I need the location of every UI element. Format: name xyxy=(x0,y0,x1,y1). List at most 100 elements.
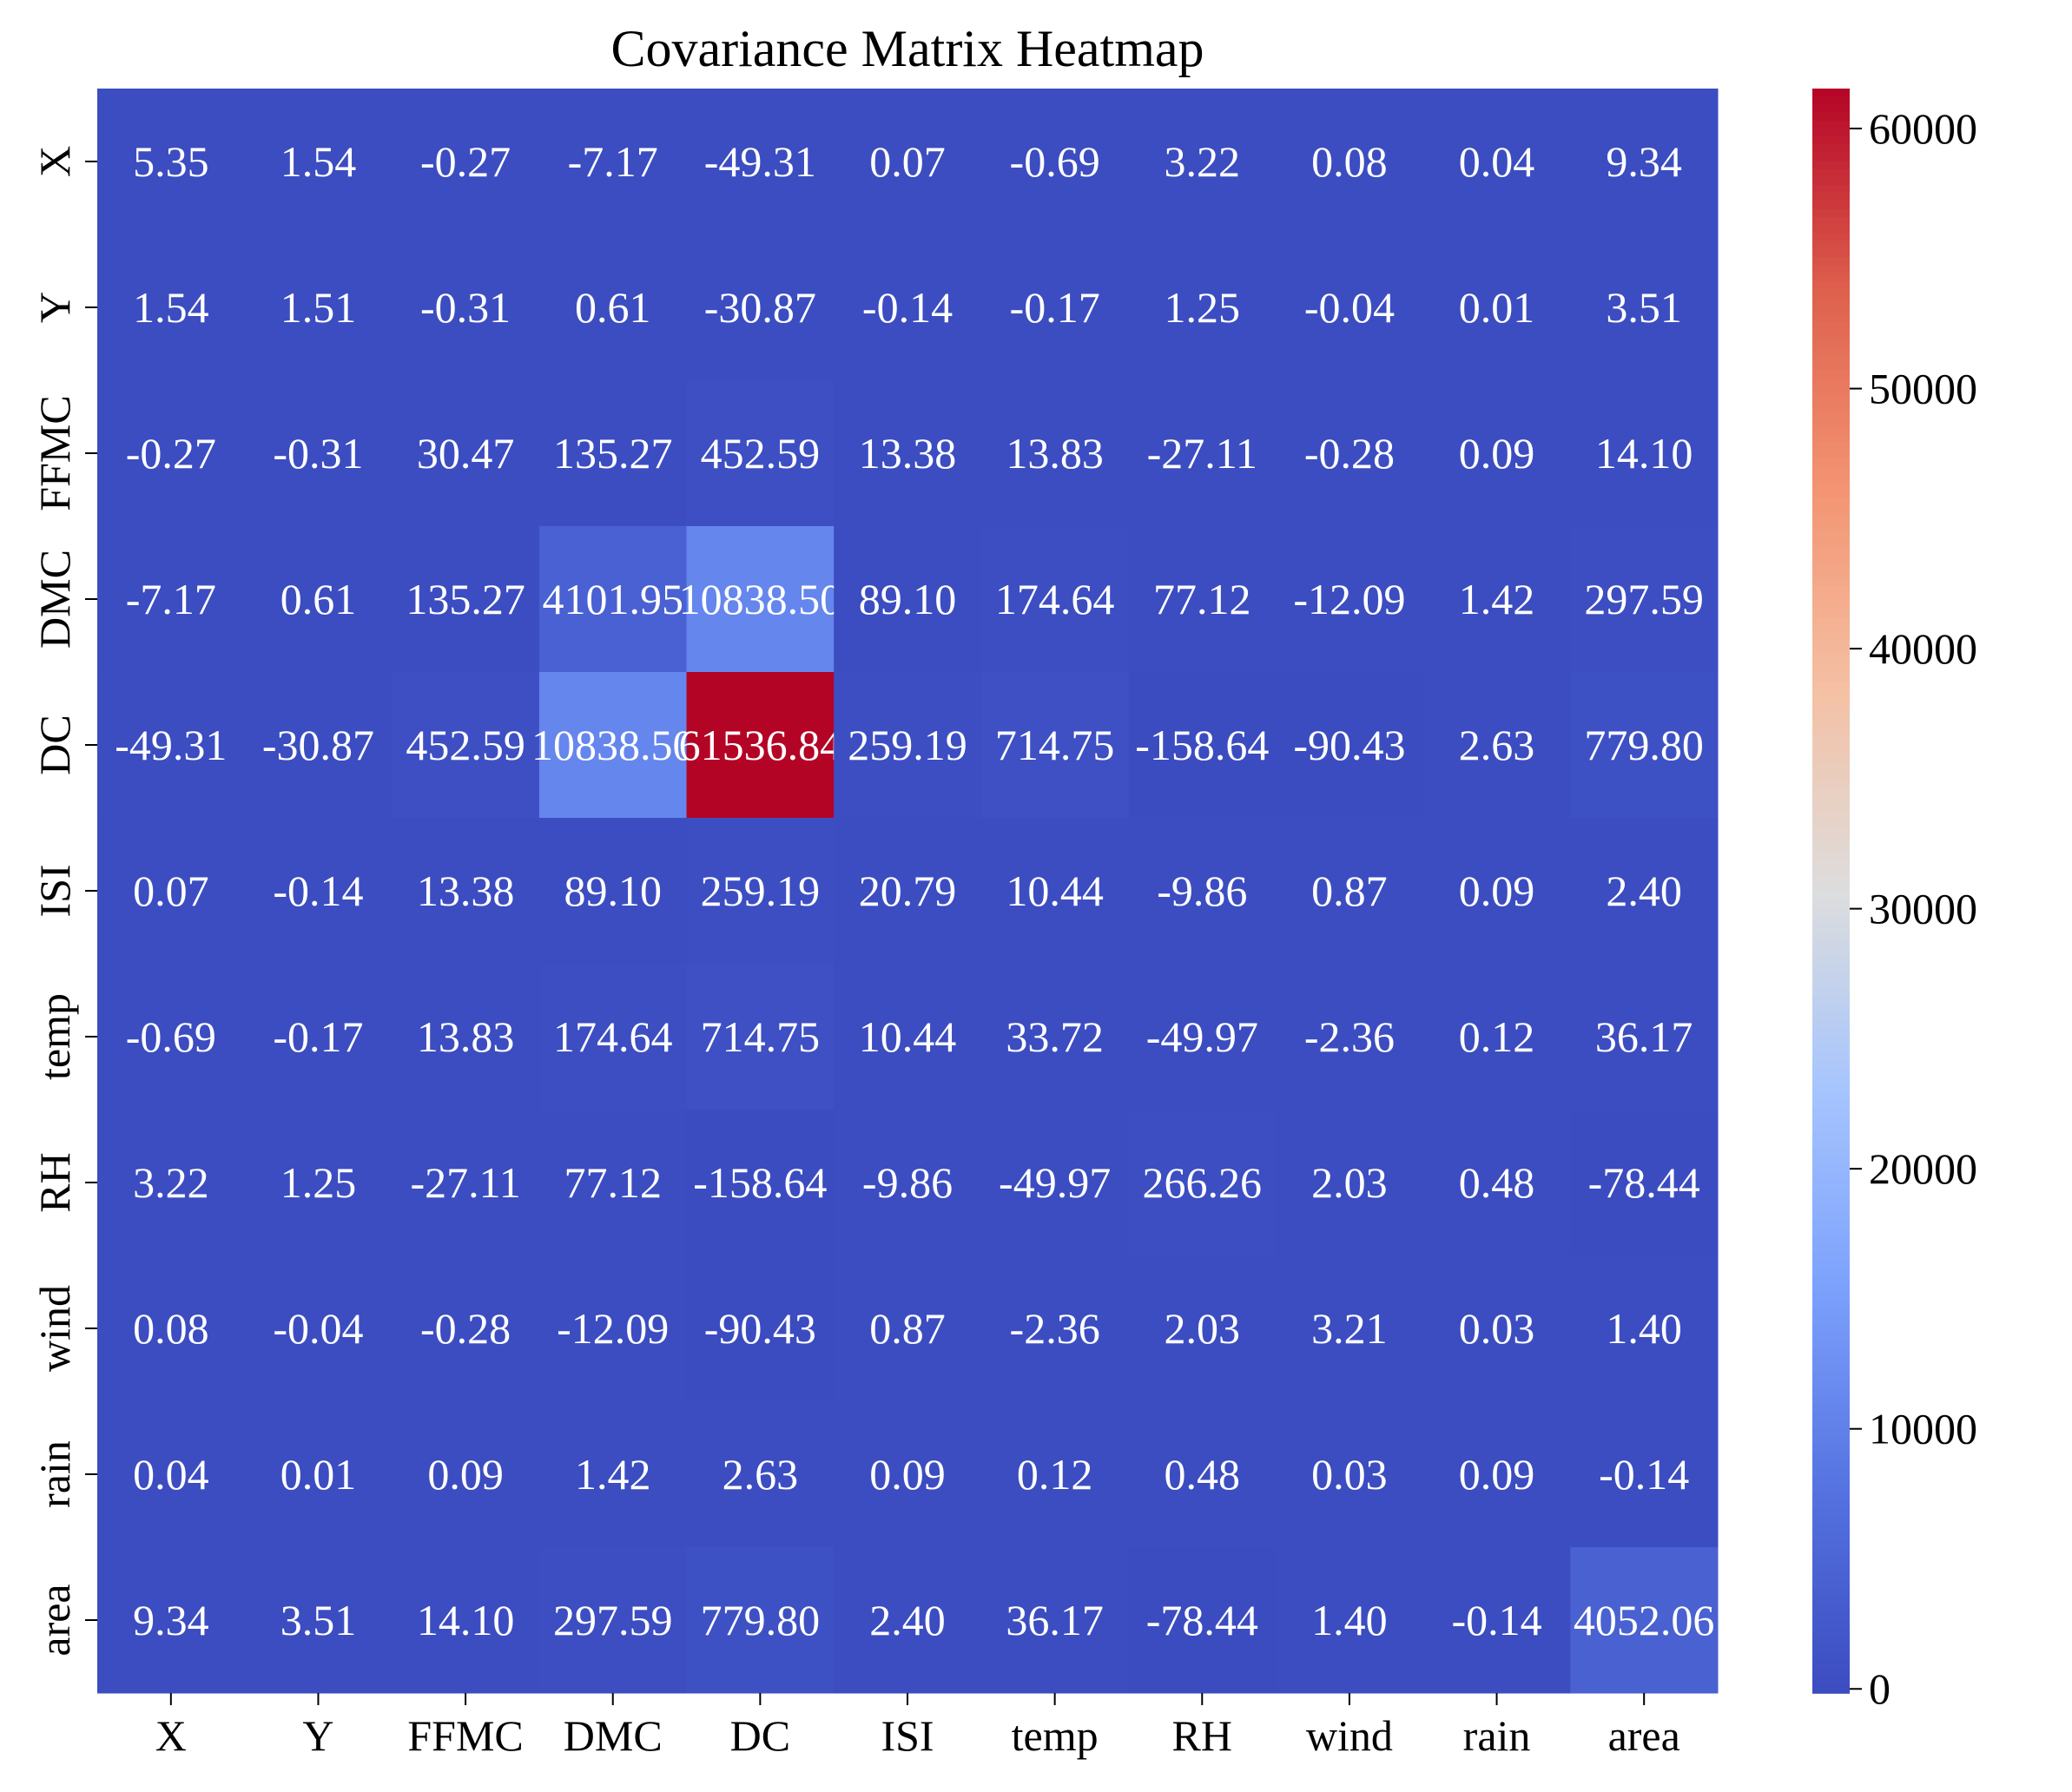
cell-value-label: 135.27 xyxy=(406,575,525,623)
cell-value-label: -0.69 xyxy=(1010,137,1100,186)
colorbar-segment xyxy=(1812,1043,1850,1052)
x-tick-label: DC xyxy=(730,1711,790,1760)
colorbar-segment xyxy=(1812,1476,1850,1486)
colorbar-segment xyxy=(1812,1355,1850,1365)
colorbar-segment xyxy=(1812,714,1850,723)
heatmap-cells: 5.35 1.54 -0.27 -7.17 -49.31 0.07 -0.69 3.22 0.0… xyxy=(97,89,1719,1694)
colorbar-segment xyxy=(1812,666,1850,675)
cell-value-label: 20.79 xyxy=(859,866,957,915)
y-tick-label: wind xyxy=(30,1285,79,1372)
y-tick-label: DC xyxy=(30,715,79,774)
colorbar-segment xyxy=(1812,1075,1850,1084)
colorbar-segment xyxy=(1812,329,1850,339)
x-tick-label: FFMC xyxy=(407,1711,523,1760)
colorbar-segment xyxy=(1812,1292,1850,1301)
heatmap-cell xyxy=(244,1110,393,1256)
cell-value-label: 0.48 xyxy=(1165,1450,1241,1499)
heatmap-cell xyxy=(1276,672,1424,819)
colorbar-segment xyxy=(1812,1684,1850,1694)
heatmap-cell xyxy=(1570,380,1719,527)
colorbar-segment xyxy=(1812,1123,1850,1132)
colorbar-segment xyxy=(1812,834,1850,844)
cell-value-label: 89.10 xyxy=(564,866,662,915)
colorbar-segment xyxy=(1812,818,1850,827)
colorbar-segment xyxy=(1812,1323,1850,1333)
colorbar-segment xyxy=(1812,401,1850,411)
colorbar-segment xyxy=(1812,634,1850,643)
colorbar-segment xyxy=(1812,1067,1850,1077)
cell-value-label: 0.09 xyxy=(869,1450,946,1499)
cell-value-label: -2.36 xyxy=(1010,1304,1100,1353)
heatmap-cell xyxy=(538,1255,688,1402)
cell-value-label: 0.09 xyxy=(1459,866,1535,915)
cell-value-label: 10.44 xyxy=(1006,866,1104,915)
heatmap-cell xyxy=(1422,818,1571,965)
cell-value-label: 0.07 xyxy=(869,137,946,186)
colorbar-segment xyxy=(1812,248,1850,258)
cell-value-label: -158.64 xyxy=(693,1158,827,1207)
cell-value-label: 5.35 xyxy=(133,137,209,186)
cell-value-label: 13.38 xyxy=(417,866,515,915)
colorbar-segment xyxy=(1812,1011,1850,1020)
colorbar-segment xyxy=(1812,1637,1850,1646)
heatmap-cell xyxy=(244,1401,393,1548)
colorbar-segment xyxy=(1812,449,1850,458)
colorbar-segment xyxy=(1812,1147,1850,1156)
colorbar-segment xyxy=(1812,746,1850,755)
heatmap-cell xyxy=(392,818,540,965)
cell-value-label: 297.59 xyxy=(553,1596,673,1644)
cell-value-label: -12.09 xyxy=(1293,575,1405,623)
cell-value-label: 0.09 xyxy=(1459,1450,1535,1499)
colorbar-segment xyxy=(1812,978,1850,988)
colorbar-segment xyxy=(1812,810,1850,820)
colorbar-segment xyxy=(1812,778,1850,787)
cell-value-label: -78.44 xyxy=(1146,1596,1258,1644)
heatmap-cell xyxy=(244,1255,393,1402)
heatmap-cell xyxy=(1128,1401,1277,1548)
colorbar-segment xyxy=(1812,1235,1850,1245)
colorbar-segment xyxy=(1812,1460,1850,1470)
heatmap-cell xyxy=(244,234,393,381)
colorbar-segment xyxy=(1812,1003,1850,1012)
colorbar-segment xyxy=(1812,1428,1850,1438)
heatmap-cell xyxy=(1422,672,1571,819)
heatmap-cell xyxy=(980,1401,1129,1548)
cell-value-label: 0.87 xyxy=(869,1304,946,1353)
heatmap-cell xyxy=(980,1110,1129,1256)
colorbar-segment xyxy=(1812,585,1850,595)
cell-value-label: 0.04 xyxy=(1459,137,1535,186)
colorbar-segment xyxy=(1812,690,1850,700)
colorbar-segment xyxy=(1812,859,1850,868)
heatmap-cell xyxy=(1276,1255,1424,1402)
heatmap-cell xyxy=(97,672,246,819)
colorbar-segment xyxy=(1812,96,1850,106)
y-tick-label: Y xyxy=(30,292,79,323)
colorbar-segment xyxy=(1812,409,1850,418)
x-tick-label: rain xyxy=(1463,1711,1531,1760)
colorbar-segment xyxy=(1812,1468,1850,1478)
colorbar-segment xyxy=(1812,1387,1850,1397)
x-tick-label: DMC xyxy=(564,1711,663,1760)
colorbar-segment xyxy=(1812,465,1850,475)
cell-value-label: 0.08 xyxy=(133,1304,209,1353)
colorbar-segment xyxy=(1812,530,1850,539)
y-tick-label: rain xyxy=(30,1440,79,1508)
cell-value-label: 0.08 xyxy=(1311,137,1388,186)
colorbar-segment xyxy=(1812,754,1850,763)
colorbar-segment xyxy=(1812,842,1850,852)
colorbar-segment xyxy=(1812,1572,1850,1582)
colorbar-segment xyxy=(1812,971,1850,980)
cell-value-label: -49.97 xyxy=(1146,1012,1258,1061)
colorbar-segment xyxy=(1812,1347,1850,1357)
x-axis-ticks: X Y FFMC DMC DC ISI temp RH wind rain area xyxy=(155,1693,1680,1760)
colorbar-segment xyxy=(1812,1452,1850,1461)
colorbar-segment xyxy=(1812,1131,1850,1141)
colorbar-segment xyxy=(1812,112,1850,122)
colorbar-segment xyxy=(1812,914,1850,924)
colorbar-segment xyxy=(1812,899,1850,908)
cell-value-label: -78.44 xyxy=(1588,1158,1700,1207)
x-tick-label: temp xyxy=(1012,1711,1099,1760)
colorbar-segment xyxy=(1812,1251,1850,1261)
cell-value-label: -12.09 xyxy=(557,1304,669,1353)
colorbar-segment xyxy=(1812,1115,1850,1124)
